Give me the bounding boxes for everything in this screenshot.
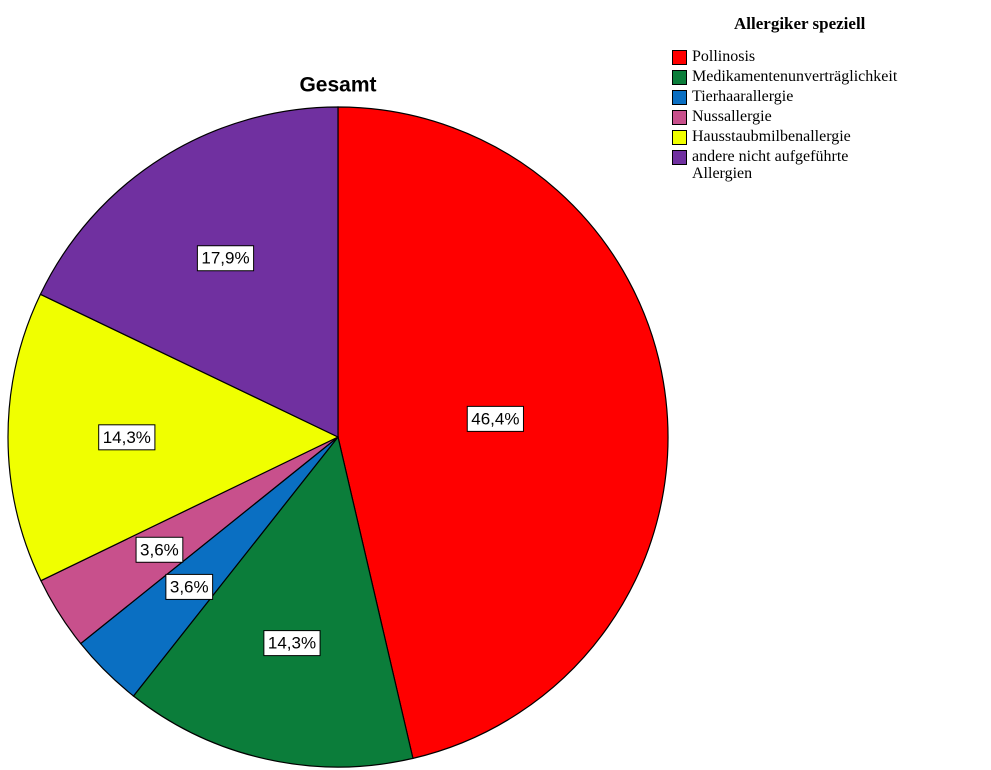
legend-item: Tierhaarallergie [672, 88, 892, 105]
value-label: 3,6% [165, 573, 214, 600]
value-label-text: 3,6% [140, 540, 179, 559]
legend-label: Pollinosis [692, 48, 756, 65]
legend-label: Tierhaarallergie [692, 88, 794, 105]
legend-label: Medikamentenunverträglichkeit [692, 68, 898, 85]
legend-swatch [672, 70, 687, 85]
pie-slice [132, 435, 414, 768]
value-label-box [135, 536, 184, 563]
value-label-text: 14,3% [268, 634, 316, 653]
pie-slice [39, 106, 339, 438]
legend-swatch [672, 90, 687, 105]
legend-label: Nussallergie [692, 108, 772, 125]
legend-item: andere nicht aufgeführte Allergien [672, 148, 892, 182]
legend-title: Allergiker speziell [734, 14, 866, 33]
legend-item: Nussallergie [672, 108, 892, 125]
legend-item: Pollinosis [672, 48, 892, 65]
value-label-box [466, 405, 524, 432]
value-label-box [98, 424, 156, 451]
value-label: 3,6% [135, 536, 184, 563]
legend-swatch [672, 110, 687, 125]
value-label-box [263, 630, 321, 657]
value-label: 14,3% [263, 630, 321, 657]
value-label: 46,4% [466, 405, 524, 432]
value-label-text: 46,4% [471, 409, 519, 428]
value-label: 14,3% [98, 424, 156, 451]
legend-label: andere nicht aufgeführte Allergien [692, 148, 849, 182]
legend-swatch [672, 50, 687, 65]
legend-label: Hausstaubmilbenallergie [692, 128, 851, 145]
legend-swatch [672, 130, 687, 145]
value-label: 17,9% [196, 245, 255, 272]
legend-swatch [672, 150, 687, 165]
pie-slice [7, 293, 340, 582]
legend-item: Hausstaubmilbenallergie [672, 128, 892, 145]
legend: Allergiker speziell Pollinosis Medikament… [672, 14, 898, 185]
value-label-text: 14,3% [103, 428, 151, 447]
value-label-text: 3,6% [170, 577, 209, 596]
pie-slice [337, 106, 669, 760]
legend-item: Medikamentenunverträglichkeit [672, 68, 898, 85]
chart-title: Gesamt [299, 74, 376, 97]
value-label-box [196, 245, 255, 272]
value-label-box [165, 573, 214, 600]
value-label-text: 17,9% [201, 249, 249, 268]
